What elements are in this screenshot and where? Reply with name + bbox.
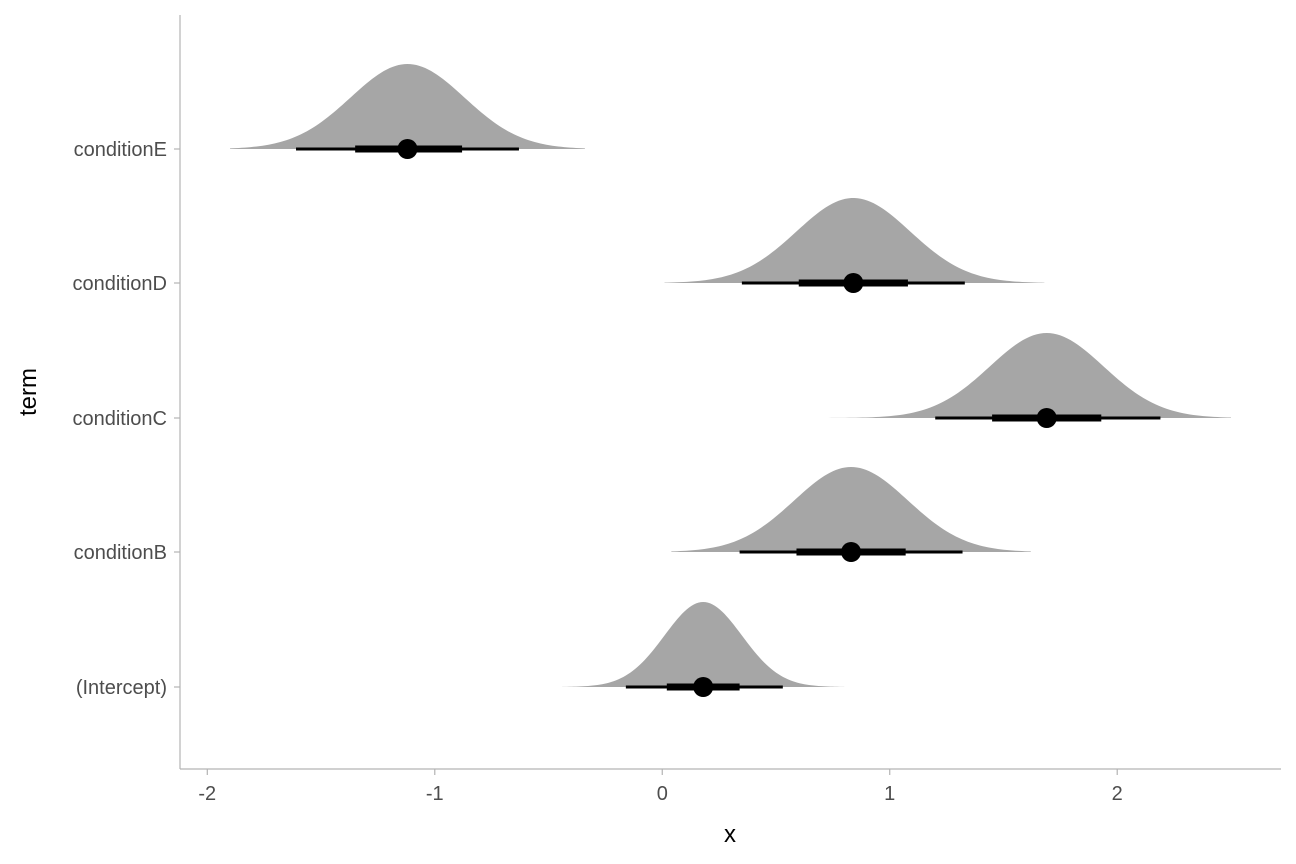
density-conditione [230,64,585,149]
median-point-conditione [397,139,418,159]
y-tick-label-conditionc: conditionC [72,408,167,430]
x-ticks: -2 -1 0 1 2 [198,769,1123,805]
y-tick-label-conditiond: conditionD [72,273,167,295]
y-tick-label-conditione: conditionE [74,139,167,161]
median-point-intercept [693,677,714,697]
y-tick-label-intercept: (Intercept) [76,677,167,699]
density-intercept [562,602,845,687]
density-layer [230,64,1231,687]
x-tick-label-2: 0 [657,783,668,805]
x-axis-title: x [724,821,736,848]
y-tick-label-conditionb: conditionB [74,542,167,564]
density-conditionb [671,467,1031,552]
x-tick-label-3: 1 [884,783,895,805]
y-ticks: (Intercept) conditionB conditionC condition… [72,139,180,699]
x-tick-label-0: -2 [198,783,216,805]
density-conditiond [664,198,1045,283]
median-point-conditiond [843,273,864,293]
median-point-conditionb [841,542,862,562]
interval-layer [296,139,1161,697]
x-tick-label-4: 2 [1112,783,1123,805]
x-tick-label-1: -1 [426,783,444,805]
axes-layer [179,15,1281,770]
y-axis-title: term [15,368,42,416]
density-conditionc [821,333,1231,418]
median-point-conditionc [1036,408,1057,428]
